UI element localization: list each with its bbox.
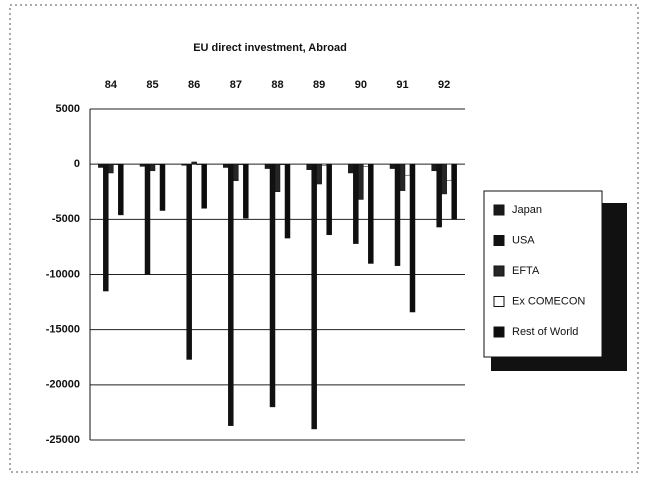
bar: [274, 163, 281, 193]
legend-swatch: [493, 326, 505, 338]
legend-swatch: [493, 204, 505, 216]
bar: [223, 163, 229, 168]
x-tick-label: 91: [396, 79, 408, 91]
legend-swatch: [493, 235, 505, 246]
bar: [394, 163, 401, 266]
y-tick-label: -15000: [46, 324, 80, 336]
bar: [441, 163, 447, 195]
bar: [149, 163, 156, 172]
bar: [321, 163, 327, 166]
bar: [159, 163, 166, 211]
legend-label: Ex COMECON: [512, 295, 585, 307]
legend-label: Rest of World: [512, 326, 578, 338]
bar: [368, 163, 374, 264]
frame: [9, 4, 639, 473]
y-tick-label: -20000: [46, 379, 80, 391]
x-tick-label: 84: [105, 79, 118, 91]
bar: [358, 163, 364, 200]
bar: [108, 163, 114, 174]
bar: [144, 163, 151, 275]
bar: [306, 163, 312, 170]
x-tick-label: 87: [230, 79, 242, 91]
bar: [348, 163, 354, 174]
bar: [399, 163, 406, 191]
bar: [404, 163, 411, 176]
bar: [446, 163, 452, 181]
bar: [269, 163, 276, 408]
bar: [436, 163, 442, 228]
bar: [191, 161, 197, 165]
bar: [363, 163, 369, 167]
legend-swatch: [493, 265, 505, 277]
x-tick-label: 85: [146, 79, 158, 91]
bar: [326, 163, 332, 236]
bar: [228, 163, 234, 426]
bar: [113, 163, 119, 165]
bar: [201, 163, 207, 209]
bar: [279, 163, 286, 165]
bar: [284, 163, 291, 239]
legend-label: USA: [512, 234, 535, 246]
chart-title: EU direct investment, Abroad: [193, 42, 347, 54]
bar: [196, 163, 202, 165]
x-tick-label: 86: [188, 79, 200, 91]
bar: [316, 163, 322, 185]
bar: [103, 163, 109, 292]
legend-label: Japan: [512, 204, 542, 216]
bar: [181, 163, 187, 166]
legend-swatch: [493, 296, 505, 307]
bar: [451, 163, 457, 220]
bar: [409, 163, 416, 313]
y-tick-label: 0: [74, 158, 80, 170]
bar: [389, 163, 396, 169]
bar: [431, 163, 437, 172]
legend-label: EFTA: [512, 265, 540, 277]
y-tick-label: -10000: [46, 268, 80, 280]
x-tick-label: 90: [355, 79, 367, 91]
x-tick-label: 88: [271, 79, 283, 91]
bar: [353, 163, 359, 244]
x-tick-label: 89: [313, 79, 325, 91]
y-tick-label: 5000: [56, 103, 80, 115]
bar: [264, 163, 271, 169]
bar: [311, 163, 317, 430]
bar: [186, 163, 192, 360]
bar: [98, 163, 104, 168]
y-tick-label: -5000: [52, 213, 80, 225]
y-tick-label: -25000: [46, 434, 80, 446]
bar: [118, 163, 124, 216]
bar: [243, 163, 249, 219]
bar: [139, 163, 146, 167]
bar: [233, 163, 239, 181]
bar: [154, 163, 161, 165]
bar: [238, 163, 244, 165]
x-tick-label: 92: [438, 79, 450, 91]
